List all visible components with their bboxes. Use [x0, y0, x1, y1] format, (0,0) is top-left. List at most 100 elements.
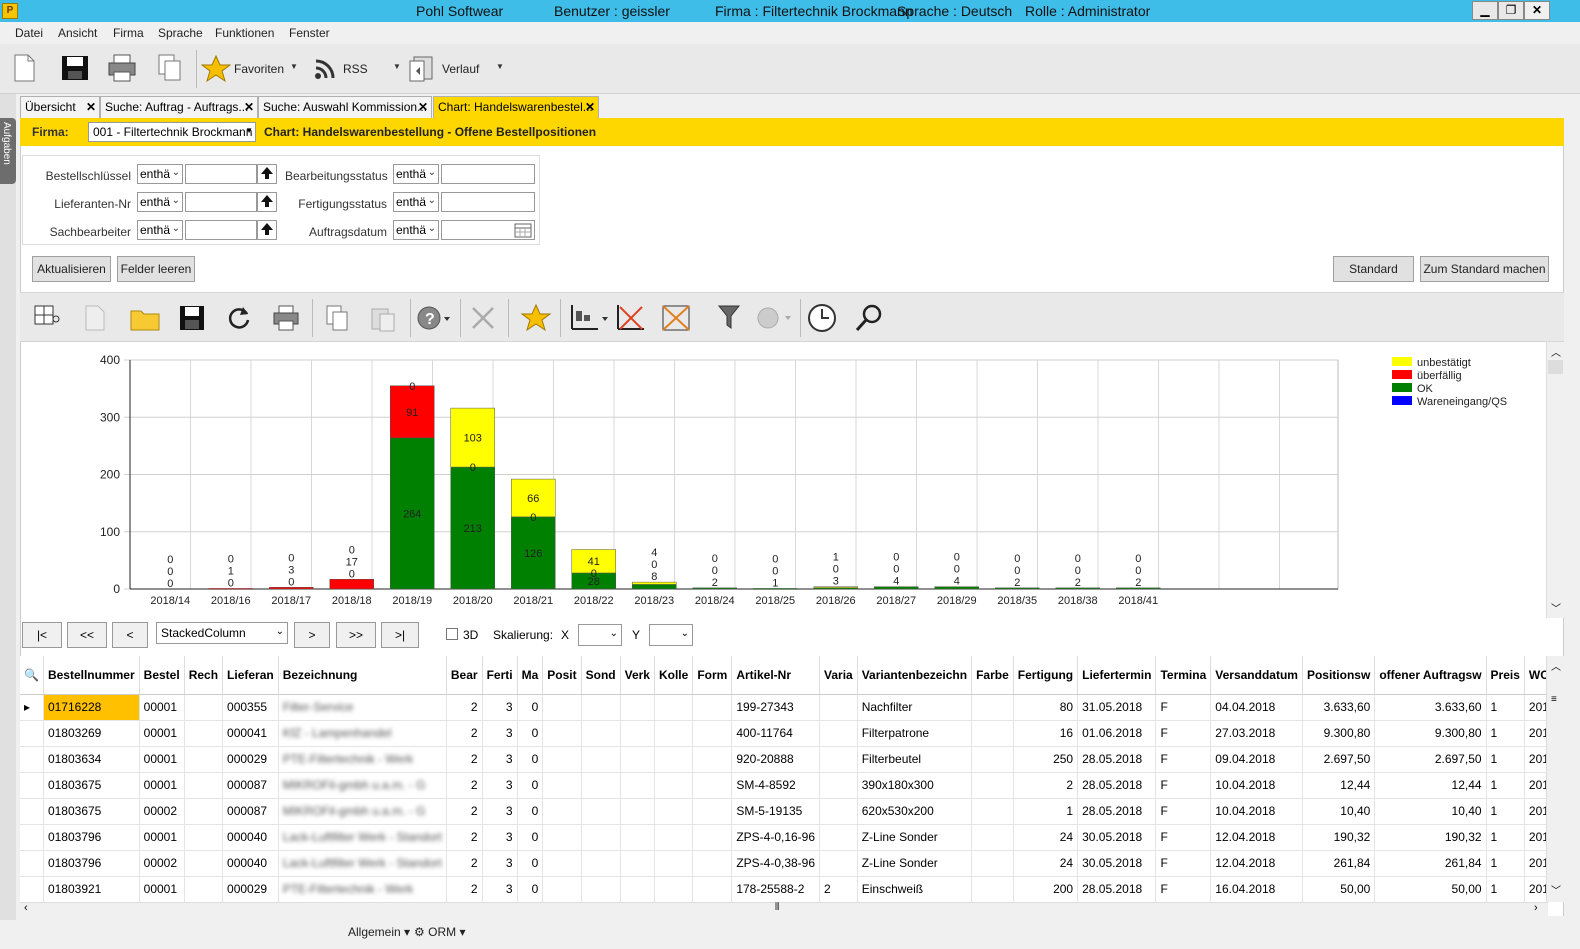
table-cell[interactable]: [184, 876, 224, 902]
table-cell[interactable]: 16: [1013, 720, 1079, 747]
column-header[interactable]: Artikel-Nr: [731, 656, 821, 695]
table-cell[interactable]: 178-25588-2: [731, 876, 821, 902]
table-cell[interactable]: [581, 694, 621, 721]
verlauf-button[interactable]: Verlauf: [442, 62, 480, 76]
table-cell[interactable]: 0: [517, 824, 544, 851]
column-header[interactable]: Bestellnummer: [43, 656, 140, 695]
table-cell[interactable]: [971, 772, 1014, 799]
table-cell[interactable]: F: [1155, 850, 1212, 877]
table-cell[interactable]: [620, 772, 655, 799]
menu-fenster[interactable]: Fenster: [289, 26, 330, 40]
table-cell[interactable]: 2.697,50: [1302, 746, 1376, 773]
table-cell[interactable]: MIKROFil-gmbh u.a.m. - G: [278, 772, 447, 799]
close-window-button[interactable]: ✕: [1524, 1, 1550, 20]
table-cell[interactable]: Z-Line Sonder: [857, 824, 973, 851]
table-cell[interactable]: [692, 798, 733, 825]
table-cell[interactable]: 1: [1486, 772, 1525, 799]
favoriten-button[interactable]: Favoriten: [234, 62, 285, 76]
chart-clear-icon[interactable]: [614, 303, 646, 333]
table-cell[interactable]: F: [1155, 694, 1212, 721]
table-cell[interactable]: [542, 876, 582, 902]
restore-button[interactable]: ❐: [1498, 1, 1524, 20]
table-cell[interactable]: 000355: [222, 694, 279, 721]
column-header[interactable]: Verk: [620, 656, 655, 695]
row-indicator[interactable]: ▸: [20, 694, 44, 721]
table-cell[interactable]: 400-11764: [731, 720, 821, 747]
table-cell[interactable]: [581, 824, 621, 851]
table-cell[interactable]: 190,32: [1374, 824, 1487, 851]
table-cell[interactable]: [692, 720, 733, 747]
verlauf-dropdown-icon[interactable]: ▼: [496, 62, 504, 71]
chevron-right-icon[interactable]: ›: [1534, 902, 1538, 914]
row-indicator[interactable]: [20, 720, 44, 747]
table-cell[interactable]: 2: [446, 876, 483, 902]
table-cell[interactable]: 000087: [222, 798, 279, 825]
table-cell[interactable]: 10,40: [1374, 798, 1487, 825]
table-cell[interactable]: [542, 824, 582, 851]
menu-firma[interactable]: Firma: [113, 26, 144, 40]
table-cell[interactable]: 12.04.2018: [1210, 824, 1303, 851]
table-row[interactable]: 01803634 00001 000029 PTE-Filtertechnik - W…: [20, 746, 1548, 773]
table-cell[interactable]: [819, 798, 858, 825]
history-icon[interactable]: [408, 53, 436, 83]
table-cell[interactable]: [654, 798, 694, 825]
tab-uebersicht[interactable]: Übersicht ✕: [20, 96, 100, 118]
row-indicator[interactable]: [20, 798, 44, 825]
allgemein-menu[interactable]: Allgemein ▾: [348, 925, 411, 939]
table-cell[interactable]: 2: [446, 798, 483, 825]
table-cell[interactable]: 000040: [222, 824, 279, 851]
table-cell[interactable]: [692, 746, 733, 773]
table-cell[interactable]: 28.05.2018: [1077, 772, 1157, 799]
column-header[interactable]: Posit: [542, 656, 582, 695]
filter-operator-select[interactable]: enthä ⌄: [137, 220, 183, 240]
column-header[interactable]: Sond: [581, 656, 621, 695]
table-cell[interactable]: 3: [482, 876, 518, 902]
column-header[interactable]: Termina: [1155, 656, 1212, 695]
copy-icon[interactable]: [157, 54, 183, 82]
tab-suche-auftrag[interactable]: Suche: Auftrag - Auftrags... ✕: [100, 96, 258, 118]
close-icon[interactable]: ✕: [243, 100, 254, 114]
standard-button[interactable]: Standard: [1333, 256, 1414, 282]
table-cell[interactable]: Lack-Luftfilter Werk - Standort: [278, 850, 447, 877]
table-cell[interactable]: PTE-Filtertechnik - Werk: [278, 876, 447, 902]
table-cell[interactable]: 2018/22: [1524, 850, 1548, 877]
table-cell[interactable]: 1: [1486, 824, 1525, 851]
table-cell[interactable]: 10.04.2018: [1210, 798, 1303, 825]
table-cell[interactable]: [620, 694, 655, 721]
table-cell[interactable]: F: [1155, 772, 1212, 799]
filter-operator-select[interactable]: enthä ⌄: [393, 220, 439, 240]
table-cell[interactable]: 3: [482, 720, 518, 747]
table-cell[interactable]: 04.04.2018: [1210, 694, 1303, 721]
table-cell[interactable]: 620x530x200: [857, 798, 973, 825]
table-cell[interactable]: Z-Line Sonder: [857, 850, 973, 877]
tab-chart-handelswaren[interactable]: Chart: Handelswarenbestel... ✕: [433, 96, 599, 118]
column-header[interactable]: Versanddatum: [1210, 656, 1303, 695]
table-cell[interactable]: [971, 694, 1014, 721]
table-cell[interactable]: 1: [1486, 720, 1525, 747]
table-cell[interactable]: 2: [819, 876, 858, 902]
table-cell[interactable]: 00001: [139, 720, 185, 747]
table-cell[interactable]: 2: [446, 720, 483, 747]
fertigungsstatus-input[interactable]: [441, 192, 535, 212]
table-cell[interactable]: 2: [1013, 772, 1079, 799]
table-cell[interactable]: 3.633,60: [1302, 694, 1376, 721]
table-row[interactable]: 01803796 00001 000040 Lack-Luftfilter Werk …: [20, 824, 1548, 851]
table-cell[interactable]: PTE-Filtertechnik - Werk: [278, 746, 447, 773]
print-icon[interactable]: [272, 305, 300, 331]
table-cell[interactable]: Nachfilter: [857, 694, 973, 721]
table-cell[interactable]: 00001: [139, 772, 185, 799]
table-cell[interactable]: 190,32: [1302, 824, 1376, 851]
next-button[interactable]: >: [294, 622, 330, 648]
table-cell[interactable]: F: [1155, 798, 1212, 825]
star-icon[interactable]: [520, 303, 552, 333]
new-document-icon[interactable]: [12, 54, 36, 82]
table-cell[interactable]: Filter-Service: [278, 694, 447, 721]
chevron-down-icon[interactable]: ﹀: [1551, 886, 1561, 897]
table-cell[interactable]: [581, 772, 621, 799]
table-cell[interactable]: 200: [1013, 876, 1079, 902]
table-cell[interactable]: 2018/22: [1524, 798, 1548, 825]
table-cell[interactable]: 0: [517, 876, 544, 902]
table-cell[interactable]: 3: [482, 772, 518, 799]
table-cell[interactable]: 01803675: [43, 798, 140, 825]
tab-suche-kommission[interactable]: Suche: Auswahl Kommission... ✕: [258, 96, 432, 118]
